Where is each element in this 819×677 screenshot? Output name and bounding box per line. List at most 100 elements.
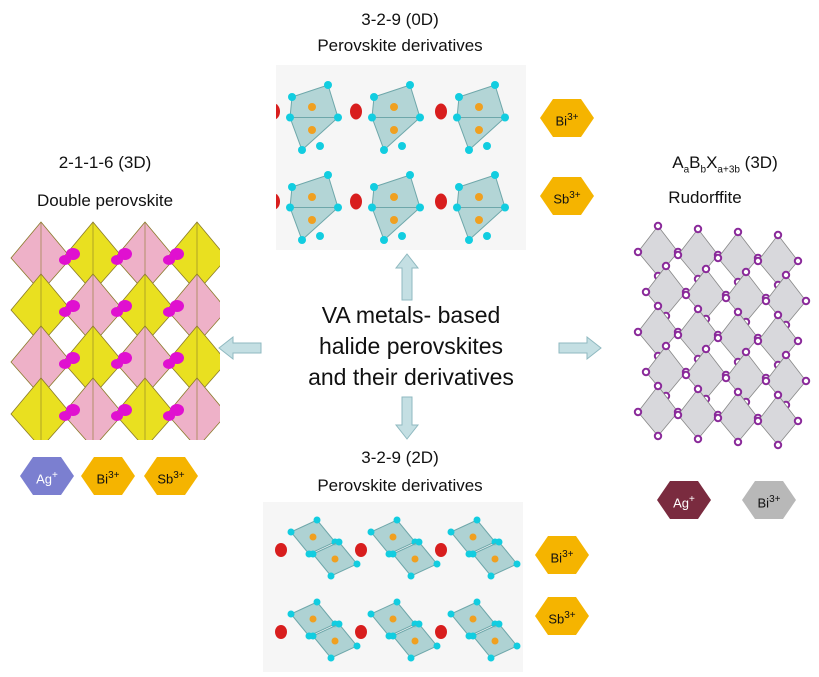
metal-atom [475, 126, 483, 134]
halide-atom [287, 528, 295, 536]
halide-atom [661, 341, 671, 351]
left-structure-title: 2-1-1-6 (3D) [58, 153, 152, 172]
hex-shape [657, 481, 711, 519]
right-structure-formula: AaBbXa+3b (3D) [672, 153, 778, 176]
double-perovskite-image [5, 220, 228, 449]
halide-atom [713, 413, 723, 423]
halide-atom [447, 528, 455, 536]
top-structure-subtitle: Perovskite derivatives [317, 36, 483, 55]
octahedron [757, 394, 799, 446]
metal-atom [308, 193, 316, 201]
halide-atom [633, 407, 643, 417]
halide-atom [433, 560, 441, 568]
ion-label: Sb [553, 191, 570, 207]
halide-atom [793, 416, 803, 426]
halide-atom [495, 620, 503, 628]
halide-atom [773, 390, 783, 400]
halide-atom [483, 142, 491, 150]
ion-charge: + [689, 494, 695, 505]
rudorffite-image [630, 218, 815, 463]
halide-atom [491, 171, 499, 179]
octahedron [765, 274, 807, 326]
halide-atom [380, 146, 388, 154]
halide-atom [407, 572, 415, 580]
hex-shape [20, 457, 74, 495]
halide-atom [781, 350, 791, 360]
ion-charge: 3+ [569, 190, 581, 201]
halide-atom [653, 221, 663, 231]
halide-atom [753, 336, 763, 346]
metal-atom [309, 615, 317, 623]
metal-atom [308, 216, 316, 224]
cation-atom [59, 411, 71, 421]
halide-atom [447, 610, 455, 618]
halide-atom [693, 434, 703, 444]
ion-badge-sb-top: Sb3+ [539, 176, 595, 216]
halide-atom [380, 236, 388, 244]
halide-atom [753, 416, 763, 426]
hex-shape [540, 99, 594, 137]
center-line-2: halide perovskites [318, 333, 504, 359]
halide-atom [483, 232, 491, 240]
ion-label: Sb [157, 471, 174, 487]
hex-shape [144, 457, 198, 495]
halide-atom [633, 327, 643, 337]
cation-atom [111, 255, 123, 265]
halide-atom [473, 598, 481, 606]
ion-label: Bi [757, 495, 770, 511]
ion-charge: 3+ [567, 112, 579, 123]
halide-atom [713, 333, 723, 343]
bottom-structure-subtitle: Perovskite derivatives [317, 476, 483, 495]
halide-atom [393, 598, 401, 606]
octahedron [717, 311, 759, 363]
ion-badge-bi-right: Bi3+ [741, 480, 797, 520]
ion-badge-sb-bottom: Sb3+ [534, 596, 590, 636]
octahedron [717, 231, 759, 283]
halide-atom [721, 373, 731, 383]
halide-atom [701, 264, 711, 274]
halide-atom [309, 632, 317, 640]
halide-atom [469, 550, 477, 558]
octahedron [757, 314, 799, 366]
ion-charge: + [52, 470, 58, 481]
halide-atom [761, 296, 771, 306]
halide-atom [641, 287, 651, 297]
ion-charge: 3+ [769, 494, 781, 505]
octahedron [677, 228, 719, 280]
halide-atom [741, 347, 751, 357]
cation-atom [111, 359, 123, 369]
halide-atom [298, 236, 306, 244]
halide-atom [334, 203, 342, 212]
halide-atom [455, 93, 463, 101]
halide-atom [393, 516, 401, 524]
halide-atom [781, 270, 791, 280]
ion-charge: 3+ [173, 470, 185, 481]
ion-label: Sb [548, 611, 565, 627]
halide-atom [316, 142, 324, 150]
ion-label: Bi [550, 550, 563, 566]
metal-atom [411, 555, 419, 563]
ion-label: Ag [673, 495, 690, 511]
halide-atom [453, 113, 461, 122]
metal-atom [469, 533, 477, 541]
hex-shape [742, 481, 796, 519]
halide-atom [368, 113, 376, 122]
metal-atom [390, 103, 398, 111]
ion-badge-ag-right: Ag+ [656, 480, 712, 520]
arrow-right [558, 335, 602, 361]
metal-atom [309, 533, 317, 541]
halide-atom [681, 290, 691, 300]
cation-atom [59, 359, 71, 369]
cation-atom [350, 193, 362, 210]
metal-atom [491, 555, 499, 563]
halide-atom [389, 550, 397, 558]
rudorffite-drawing [633, 221, 811, 450]
halide-atom [673, 410, 683, 420]
metal-atom [308, 103, 316, 111]
halide-atom [335, 620, 343, 628]
halide-atom [641, 367, 651, 377]
cation-atom [268, 193, 280, 210]
halide-atom [661, 261, 671, 271]
halide-atom [353, 642, 361, 650]
halide-atom [673, 330, 683, 340]
